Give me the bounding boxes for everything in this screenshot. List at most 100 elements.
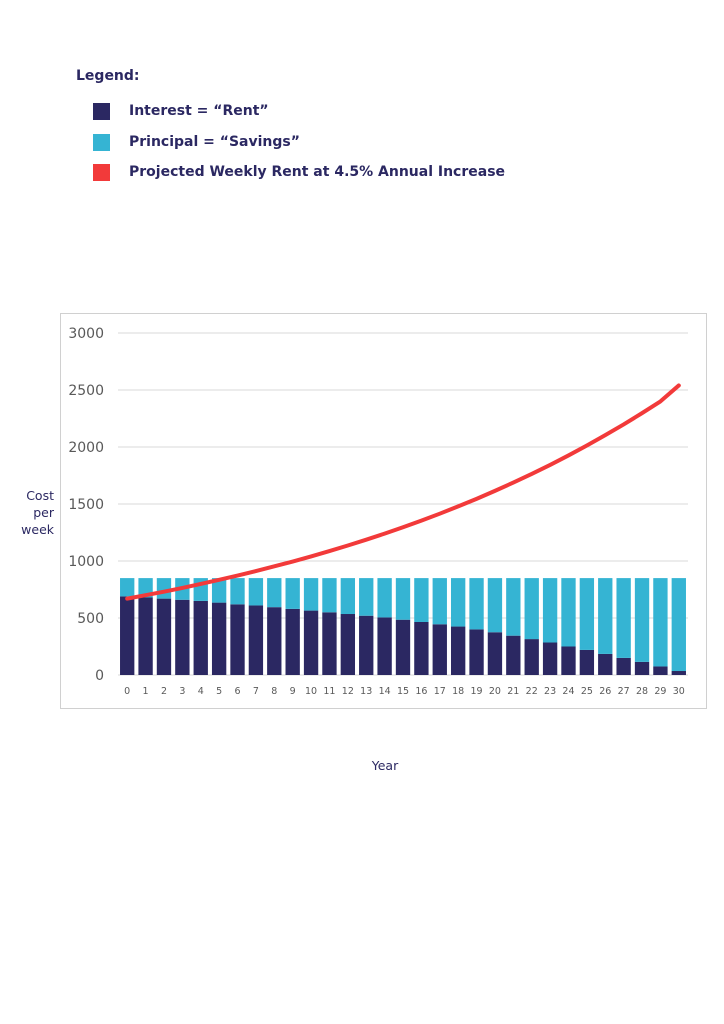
- bar-interest: [653, 666, 668, 675]
- legend-label-principal: Principal = “Savings”: [129, 134, 300, 150]
- bar-principal: [230, 578, 245, 605]
- legend-swatch-interest: [93, 102, 110, 120]
- x-tick-label: 10: [305, 686, 317, 697]
- bar-principal: [579, 578, 595, 650]
- x-tick-label: 25: [581, 686, 593, 697]
- x-tick-label: 21: [507, 686, 519, 697]
- bar-interest: [156, 598, 172, 675]
- bar-interest: [616, 657, 631, 675]
- x-tick-label: 24: [562, 686, 574, 697]
- x-tick-label: 20: [489, 686, 501, 697]
- bar-interest: [211, 602, 227, 675]
- bar-interest: [598, 653, 613, 675]
- bar-interest: [634, 661, 650, 675]
- y-axis-title-line: Cost: [26, 488, 54, 503]
- bar-principal: [561, 578, 576, 647]
- y-tick-label: 0: [95, 668, 104, 684]
- x-tick-label: 4: [198, 686, 204, 697]
- bar-principal: [414, 578, 429, 622]
- bar-interest: [579, 649, 595, 675]
- projected-rent-line: [125, 383, 681, 601]
- x-tick-label: 2: [161, 686, 167, 697]
- x-tick-label: 8: [271, 686, 277, 697]
- bar-interest: [322, 612, 337, 675]
- x-tick-label: 3: [179, 686, 185, 697]
- x-tick-label: 1: [143, 686, 149, 697]
- bar-principal: [524, 578, 539, 640]
- bar-principal: [267, 578, 282, 608]
- bar-interest: [138, 597, 153, 675]
- bar-interest: [469, 629, 484, 675]
- x-tick-label: 7: [253, 686, 259, 697]
- x-tick-label: 19: [471, 686, 483, 697]
- bar-interest: [175, 599, 190, 675]
- x-tick-label: 29: [654, 686, 666, 697]
- bar-interest: [359, 615, 374, 675]
- bar-interest: [193, 600, 208, 675]
- x-tick-label: 26: [599, 686, 611, 697]
- x-tick-label: 13: [360, 686, 372, 697]
- bar-principal: [598, 578, 613, 654]
- bar-interest: [542, 642, 558, 675]
- x-axis-title: Year: [371, 758, 399, 773]
- legend-item-principal: Principal = “Savings”: [93, 133, 300, 151]
- bar-interest: [248, 605, 264, 675]
- bar-interest: [450, 626, 466, 675]
- x-tick-label: 22: [526, 686, 538, 697]
- bar-interest: [395, 619, 411, 675]
- bar-principal: [340, 578, 356, 615]
- x-tick-label: 18: [452, 686, 464, 697]
- bar-principal: [211, 578, 227, 603]
- y-tick-label: 1000: [68, 554, 104, 570]
- y-tick-label: 1500: [68, 497, 104, 513]
- y-axis-title-line: per: [33, 505, 54, 520]
- legend-title: Legend:: [76, 68, 140, 84]
- bar-principal: [653, 578, 668, 667]
- bar-interest: [377, 617, 392, 675]
- bar-principal: [432, 578, 447, 625]
- legend-item-projected-rent: Projected Weekly Rent at 4.5% Annual Inc…: [93, 163, 505, 181]
- bar-principal: [303, 578, 319, 611]
- bar-principal: [322, 578, 337, 613]
- x-tick-label: 17: [434, 686, 446, 697]
- bar-principal: [506, 578, 521, 636]
- bar-interest: [561, 646, 576, 675]
- bar-principal: [120, 578, 135, 597]
- x-tick-label: 9: [290, 686, 296, 697]
- legend-swatch-principal: [93, 133, 110, 151]
- bar-principal: [359, 578, 374, 616]
- bar-principal: [671, 578, 686, 672]
- x-tick-label: 27: [618, 686, 630, 697]
- bar-interest: [120, 596, 135, 675]
- x-tick-label: 6: [234, 686, 240, 697]
- y-tick-label: 2000: [68, 440, 104, 456]
- y-tick-label: 3000: [68, 326, 104, 342]
- bar-interest: [285, 608, 300, 675]
- x-tick-label: 15: [397, 686, 409, 697]
- bar-interest: [506, 635, 521, 675]
- x-tick-label: 16: [415, 686, 427, 697]
- legend-label-projected-rent: Projected Weekly Rent at 4.5% Annual Inc…: [129, 164, 506, 180]
- bar-principal: [634, 578, 650, 662]
- bar-interest: [432, 624, 447, 675]
- bar-interest: [303, 610, 319, 675]
- bar-interest: [414, 621, 429, 675]
- x-tick-label: 30: [673, 686, 685, 697]
- legend-swatch-projected-rent: [93, 163, 110, 181]
- x-tick-label: 0: [124, 686, 130, 697]
- y-axis-title-line: week: [21, 522, 54, 537]
- bar-principal: [469, 578, 484, 630]
- bar-interest: [671, 671, 686, 675]
- x-tick-label: 28: [636, 686, 648, 697]
- bar-interest: [267, 607, 282, 675]
- x-tick-label: 23: [544, 686, 556, 697]
- bar-principal: [395, 578, 411, 620]
- x-tick-label: 14: [379, 686, 391, 697]
- bar-principal: [450, 578, 466, 627]
- x-tick-label: 5: [216, 686, 222, 697]
- bar-principal: [487, 578, 503, 633]
- bar-interest: [230, 604, 245, 675]
- bar-principal: [377, 578, 392, 618]
- legend-label-interest: Interest = “Rent”: [129, 103, 269, 119]
